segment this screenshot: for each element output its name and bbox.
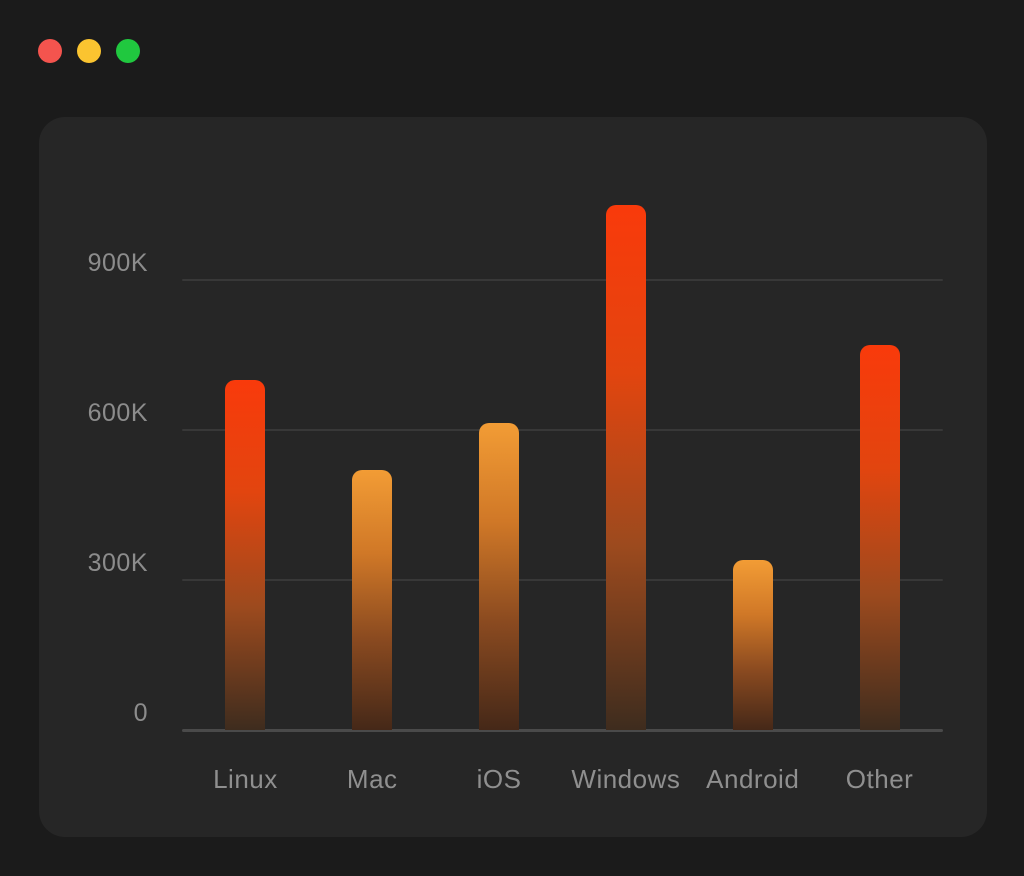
x-axis-labels: Linux Mac iOS Windows Android Other [182,761,943,797]
x-axis-label-ios: iOS [476,764,522,794]
bar-linux[interactable] [225,380,266,730]
bar-windows[interactable] [605,205,646,730]
chart-panel: 900K 600K 300K 0 Linux Mac iOS Windows Android O… [39,117,987,837]
window-zoom-button[interactable] [116,39,140,63]
bar-slot-mac [309,205,436,730]
x-axis-label-mac: Mac [346,764,398,794]
x-axis-label-linux: Linux [213,764,278,794]
window-titlebar [38,39,140,63]
bar-slot-ios [436,205,563,730]
x-axis-label-android: Android [706,764,800,794]
bar-other[interactable] [859,345,900,730]
bar-slot-android [689,205,816,730]
y-axis-tick-label: 900K [87,249,148,277]
y-axis-tick-label: 600K [87,399,148,427]
bar-slot-windows [562,205,689,730]
bar-slot-linux [182,205,309,730]
gridline-300k [182,579,943,581]
gridline-600k [182,429,943,431]
x-axis-label-windows: Windows [571,764,681,794]
bar-android[interactable] [732,560,773,730]
bar-series [182,205,943,730]
x-axis-label-other: Other [845,764,914,794]
bar-mac[interactable] [352,470,393,730]
y-axis-tick-label: 300K [87,549,148,577]
x-axis-line [182,729,943,732]
window-close-button[interactable] [38,39,62,63]
bar-ios[interactable] [479,422,520,730]
y-axis-tick-label: 0 [133,699,148,727]
bar-slot-other [816,205,943,730]
gridline-900k [182,279,943,281]
window-minimize-button[interactable] [77,39,101,63]
